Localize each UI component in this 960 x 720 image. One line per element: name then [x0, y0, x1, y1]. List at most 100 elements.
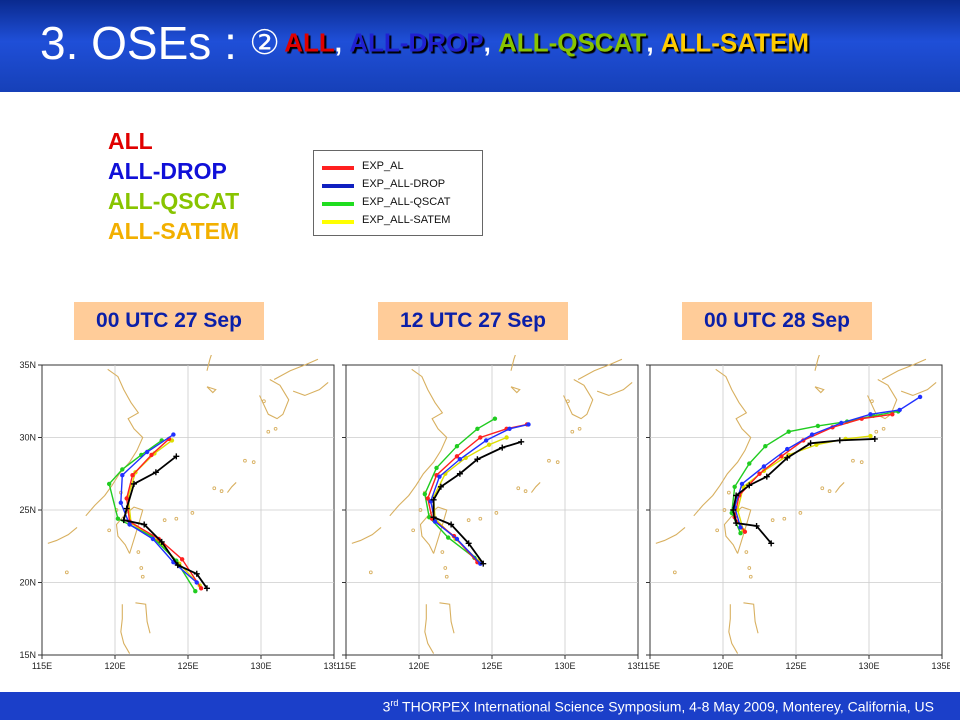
coastline — [655, 526, 686, 544]
coastline — [85, 368, 144, 517]
island — [516, 486, 521, 491]
experiment-label-all: ALL — [108, 128, 153, 154]
island — [243, 458, 247, 463]
track-best-point — [152, 469, 159, 476]
coastline — [259, 379, 290, 420]
track-exp-al-point — [757, 471, 762, 476]
island — [444, 574, 449, 579]
coastline — [510, 386, 521, 394]
track-exp-all-qscat-point — [815, 423, 821, 429]
track-best-point — [193, 570, 200, 577]
island — [251, 460, 256, 464]
island — [136, 550, 141, 554]
track-exp-al-point — [742, 529, 748, 534]
island — [851, 458, 855, 463]
track-exp-all-qscat-point — [492, 416, 498, 421]
track-exp-all-drop-point — [839, 420, 844, 426]
track-exp-all-qscat-point — [446, 535, 451, 540]
experiment-list: ALL ALL-DROP ALL-QSCAT ALL-SATEM — [108, 126, 239, 246]
track-best — [122, 455, 208, 589]
lon-tick-label: 125E — [785, 661, 806, 671]
track-best-point — [768, 540, 775, 547]
track-exp-al-point — [890, 412, 895, 417]
track-exp-all-drop-point — [761, 464, 767, 469]
track-exp-al — [125, 438, 202, 589]
lat-tick-label: 30N — [19, 433, 36, 443]
track-best-point — [763, 473, 770, 480]
coastline — [424, 604, 435, 654]
lat-tick-label: 20N — [19, 578, 36, 588]
coastline — [814, 355, 820, 371]
coastline — [439, 602, 455, 634]
title-marker: ② — [249, 23, 280, 63]
island — [443, 566, 448, 570]
island — [107, 528, 112, 533]
track-best-point — [480, 560, 487, 567]
track-exp-all-qscat-point — [763, 444, 768, 449]
island — [748, 574, 753, 579]
track-exp-all-drop-point — [738, 525, 743, 530]
legend-label: EXP_ALL-QSCAT — [362, 196, 451, 208]
title-experiment-all-qscat: ALL-QSCAT — [498, 27, 647, 58]
lat-tick-label: 15N — [19, 650, 36, 660]
track-exp-all-qscat-point — [115, 516, 121, 521]
track-best-point — [807, 440, 814, 447]
coastline — [596, 381, 633, 397]
track-exp-al-point — [779, 454, 784, 459]
island — [174, 516, 179, 521]
track-best-point — [753, 522, 760, 529]
island — [494, 511, 499, 515]
track-exp-al-point — [454, 454, 460, 459]
track-exp-all-qscat-point — [475, 426, 480, 431]
coastline — [206, 386, 217, 394]
island — [747, 566, 752, 570]
island — [555, 460, 560, 464]
track-exp-all-qscat-point — [434, 465, 439, 471]
track-exp-all-qscat-point — [454, 444, 460, 449]
legend-label: EXP_AL — [362, 160, 404, 172]
island — [418, 508, 423, 512]
island — [139, 566, 144, 570]
track-exp-all-drop-point — [432, 519, 438, 524]
track-exp-all-satem-point — [868, 433, 873, 439]
title-experiment-all-satem: ALL-SATEM — [660, 27, 810, 58]
title-experiment-all-drop: ALL-DROP — [349, 27, 484, 58]
track-exp-all-drop-point — [526, 422, 531, 427]
track-best-point — [120, 517, 127, 524]
footer-ordinal-suffix: rd — [390, 698, 399, 708]
title-separator: , — [334, 27, 350, 58]
lon-tick-label: 125E — [177, 661, 198, 671]
track-exp-all-drop-point — [507, 426, 512, 431]
track-best-point — [474, 456, 481, 463]
island — [566, 399, 570, 404]
track-best-point — [465, 540, 472, 547]
island — [570, 429, 575, 434]
track-best-point — [158, 538, 165, 545]
track-exp-all-qscat-point — [120, 467, 125, 472]
track-exp-all-drop-point — [483, 438, 489, 443]
title-experiments: ALL, ALL-DROP, ALL-QSCAT, ALL-SATEM — [284, 28, 809, 58]
lon-tick-label: 120E — [712, 661, 733, 671]
coastline — [530, 482, 541, 493]
coastline — [226, 482, 237, 493]
island — [262, 399, 266, 404]
island — [190, 511, 195, 515]
title-main: 3. OSEs : — [40, 17, 237, 69]
legend-entry: EXP_ALL-SATEM — [322, 213, 482, 231]
track-exp-all-drop-point — [785, 446, 790, 452]
coastline — [206, 355, 212, 371]
track-exp-all-drop-point — [150, 536, 156, 542]
track-best-point — [430, 496, 437, 503]
track-best — [432, 440, 522, 565]
track-exp-al-point — [478, 435, 483, 440]
island — [577, 426, 582, 431]
island — [64, 570, 69, 575]
track-exp-al-point — [198, 586, 204, 591]
coastline — [351, 526, 382, 544]
coastline — [834, 482, 845, 493]
title-experiment-all: ALL — [284, 27, 335, 58]
track-exp-all-qscat-point — [193, 589, 198, 594]
island — [782, 516, 787, 521]
track-best-point — [430, 514, 437, 521]
lon-tick-label: 125E — [481, 661, 502, 671]
